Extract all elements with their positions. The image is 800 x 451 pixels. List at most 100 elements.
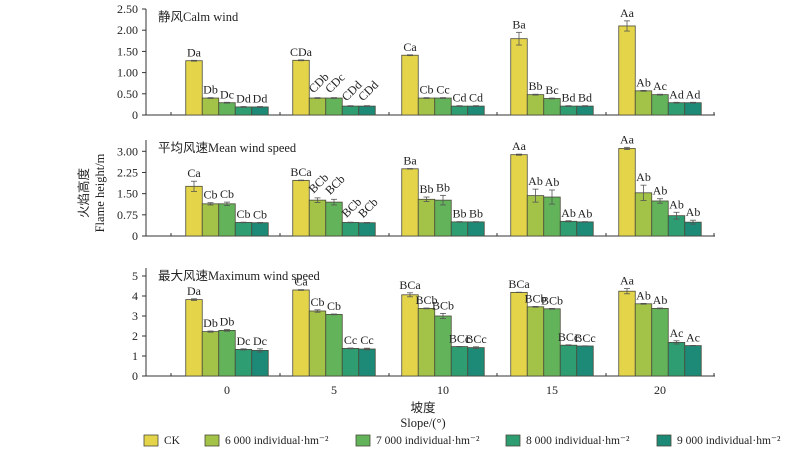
bar	[251, 349, 269, 377]
panel-title: 最大风速Maximum wind speed	[158, 269, 321, 283]
panel-0: 0 0.50 1.00 1.50 2.00 2.50 静风Calm wind Da CDa Ca B…	[117, 2, 715, 122]
significance-label: Cb	[220, 187, 234, 201]
bar	[559, 220, 578, 237]
bar	[201, 331, 220, 377]
significance-label: Dc	[253, 334, 267, 348]
significance-label: Db	[203, 316, 218, 330]
bar	[618, 25, 636, 116]
significance-label: Cb	[327, 299, 341, 313]
significance-label: Bd	[561, 91, 575, 105]
y-tick-label: 1.50	[117, 44, 138, 58]
legend-item: 8 000 individual·hm⁻²	[505, 434, 630, 447]
bar	[450, 105, 469, 116]
significance-label: Ab	[653, 293, 668, 307]
bar	[618, 290, 636, 377]
bar	[325, 313, 343, 377]
bar	[185, 299, 203, 377]
legend-swatch	[204, 434, 220, 447]
significance-label: Ac	[653, 79, 667, 93]
bar	[510, 38, 528, 116]
bar	[467, 347, 485, 377]
x-tick-label: 5	[331, 383, 337, 397]
significance-label: Ab	[636, 288, 651, 302]
y-axis-title-cn: 火焰高度	[76, 168, 91, 219]
significance-label: Cd	[469, 91, 483, 105]
significance-label: Aa	[620, 132, 635, 146]
significance-label: Ab	[545, 175, 560, 189]
bar	[684, 102, 702, 116]
y-tick-label: 5	[132, 269, 138, 283]
bar	[325, 201, 343, 237]
bar	[251, 106, 269, 116]
bar	[417, 198, 436, 237]
significance-label: Ca	[187, 166, 201, 180]
y-tick-label: 1.00	[117, 66, 138, 80]
legend-label: 8 000 individual·hm⁻²	[526, 435, 630, 447]
y-tick-label: 2.00	[117, 23, 138, 37]
bar	[401, 54, 419, 116]
x-tick-label: 0	[224, 383, 230, 397]
bar	[651, 94, 669, 116]
bar	[434, 315, 452, 377]
bar	[185, 185, 203, 237]
significance-label: Ab	[669, 197, 684, 211]
bar	[559, 105, 578, 116]
significance-label: Bb	[419, 182, 433, 196]
bar	[358, 105, 376, 116]
y-tick-label: 2.25	[117, 165, 138, 179]
legend-swatch	[355, 434, 371, 447]
significance-label: CDa	[290, 45, 313, 59]
significance-label: BCb	[415, 293, 437, 307]
significance-label: Ac	[686, 330, 700, 344]
legend-label: 6 000 individual·hm⁻²	[225, 435, 329, 447]
significance-label: Ba	[403, 154, 417, 168]
bar	[417, 307, 436, 377]
significance-label: Ab	[636, 75, 651, 89]
legend-item: 6 000 individual·hm⁻²	[204, 434, 329, 447]
significance-label: Ab	[653, 184, 668, 198]
significance-label: BCb	[524, 291, 546, 305]
significance-label: Ba	[512, 17, 526, 31]
bar	[467, 221, 485, 237]
significance-label: Ab	[528, 174, 543, 188]
bar	[401, 168, 419, 237]
bar	[667, 102, 686, 116]
significance-label: Db	[203, 83, 218, 97]
bar	[651, 200, 669, 237]
panel-title: 静风Calm wind	[158, 10, 239, 24]
significance-label: Da	[187, 45, 202, 59]
y-tick-label: 4	[132, 289, 138, 303]
significance-label: Bb	[452, 207, 466, 221]
bar	[559, 344, 578, 377]
significance-label: BCb	[432, 298, 454, 312]
y-tick-label: 0	[132, 369, 138, 383]
significance-label: BCc	[558, 330, 579, 344]
significance-label: Dc	[220, 87, 234, 101]
significance-label: BCc	[465, 332, 486, 346]
x-axis-title-cn: 坡度	[410, 400, 436, 415]
y-tick-label: 2.50	[117, 2, 138, 16]
significance-label: BCa	[290, 165, 312, 179]
bar	[341, 222, 360, 237]
y-tick-label: 1	[132, 349, 138, 363]
significance-label: Db	[220, 315, 235, 329]
bar	[417, 97, 436, 116]
x-tick-label: 10	[437, 383, 449, 397]
bar	[201, 97, 220, 116]
significance-label: Bb	[469, 207, 483, 221]
panel-1: 0 0.75 1.50 2.25 3.00 平均风速Mean wind speed Ca BC…	[117, 132, 715, 243]
significance-label: Bc	[545, 83, 558, 97]
y-tick-label: 2	[132, 329, 138, 343]
bar	[292, 179, 310, 237]
bar	[218, 102, 236, 116]
y-tick-label: 0	[132, 108, 138, 122]
significance-label: Cb	[236, 207, 250, 221]
legend-item: CK	[143, 434, 181, 447]
significance-label: Ab	[561, 206, 576, 220]
significance-label: Dc	[237, 334, 251, 348]
significance-label: Cb	[253, 207, 267, 221]
bar	[543, 98, 561, 116]
significance-label: Bb	[528, 79, 542, 93]
